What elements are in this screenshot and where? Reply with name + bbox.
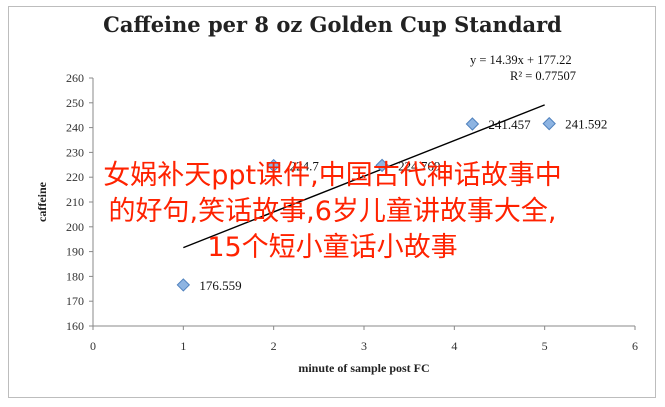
overlay-line-1: 女娲补天ppt课件,中国古代神话故事中 xyxy=(103,160,562,191)
x-tick-label: 5 xyxy=(542,339,548,353)
y-tick-label: 190 xyxy=(66,245,84,259)
chart-title: Caffeine per 8 oz Golden Cup Standard xyxy=(103,12,562,37)
x-tick-label: 2 xyxy=(271,339,277,353)
y-tick-label: 220 xyxy=(66,170,84,184)
y-tick-label: 250 xyxy=(66,96,84,110)
data-label: 176.559 xyxy=(199,278,241,293)
y-tick-label: 240 xyxy=(66,121,84,135)
y-tick-label: 170 xyxy=(66,294,84,308)
y-tick-label: 260 xyxy=(66,71,84,85)
trendline-equation: y = 14.39x + 177.22 xyxy=(470,53,572,67)
y-tick-label: 200 xyxy=(66,220,84,234)
overlay-line-3: 15个短小童话小故事 xyxy=(207,232,458,263)
trendline xyxy=(183,104,545,249)
data-point xyxy=(375,158,389,173)
data-point xyxy=(266,158,281,173)
y-tick-label: 160 xyxy=(66,319,84,333)
y-tick-label: 230 xyxy=(66,145,84,159)
y-axis-title: caffeine xyxy=(35,181,49,222)
y-tick-label: 210 xyxy=(66,195,84,209)
x-tick-label: 6 xyxy=(632,339,638,353)
x-tick-label: 4 xyxy=(451,339,457,353)
x-axis-title: minute of sample post FC xyxy=(298,361,429,375)
x-tick-label: 3 xyxy=(361,339,367,353)
data-label: 224.769 xyxy=(398,158,440,173)
r-squared: R² = 0.77507 xyxy=(510,69,577,83)
x-tick-label: 0 xyxy=(90,339,96,353)
x-tick-label: 1 xyxy=(180,339,186,353)
data-point xyxy=(465,117,480,131)
overlay-line-2: 的好句,笑话故事,6岁儿童讲故事大全, xyxy=(108,196,557,227)
data-label: 224.7 xyxy=(290,159,320,174)
data-label: 241.592 xyxy=(565,117,607,132)
chart-frame xyxy=(8,6,656,398)
data-label: 241.457 xyxy=(488,117,531,132)
data-point xyxy=(176,278,191,292)
data-point xyxy=(542,116,556,131)
y-tick-label: 180 xyxy=(66,269,84,283)
overlay-watermark-text: 女娲补天ppt课件,中国古代神话故事中 的好句,笑话故事,6岁儿童讲故事大全, … xyxy=(0,158,665,266)
